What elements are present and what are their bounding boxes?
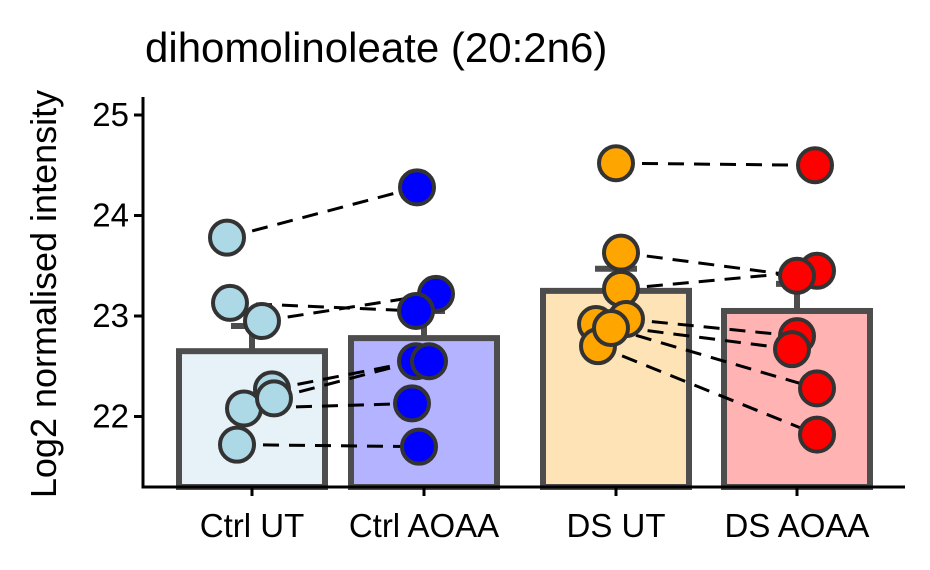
pair-line bbox=[597, 344, 818, 436]
x-tick-label: DS AOAA bbox=[725, 507, 870, 544]
plot-area: 22 23 24 25 Ctrl UT Ctrl AOAA DS UT DS AOAA bbox=[92, 96, 905, 544]
data-point bbox=[796, 146, 834, 185]
pair-line bbox=[226, 185, 418, 240]
y-tick-label: 24 bbox=[92, 197, 129, 234]
data-point bbox=[798, 415, 836, 454]
x-tick-label: DS UT bbox=[567, 507, 666, 544]
data-point bbox=[397, 291, 435, 330]
data-point bbox=[773, 330, 811, 369]
data-point bbox=[602, 233, 640, 272]
pair-line bbox=[625, 317, 798, 338]
data-point bbox=[208, 218, 246, 257]
chart-title: dihomolinoleate (20:2n6) bbox=[145, 24, 607, 71]
pair-line bbox=[261, 292, 437, 323]
data-point bbox=[410, 342, 448, 381]
x-tick-label: Ctrl UT bbox=[200, 507, 304, 544]
data-point bbox=[400, 427, 438, 466]
data-point bbox=[592, 309, 630, 348]
x-tick-label: Ctrl AOAA bbox=[349, 507, 499, 544]
data-point bbox=[398, 168, 436, 207]
data-point bbox=[211, 283, 249, 322]
data-point bbox=[243, 302, 281, 341]
data-point bbox=[597, 144, 635, 183]
y-tick-label: 25 bbox=[92, 96, 129, 133]
bar bbox=[721, 307, 873, 490]
y-tick-label: 22 bbox=[92, 398, 129, 435]
pair-line bbox=[610, 326, 818, 390]
y-axis-label: Log2 normalised intensity bbox=[23, 90, 64, 498]
data-point bbox=[218, 425, 256, 464]
data-point bbox=[255, 379, 293, 418]
pair-line bbox=[615, 161, 816, 167]
data-point bbox=[778, 256, 816, 295]
pair-line bbox=[236, 443, 420, 449]
pair-line bbox=[620, 251, 798, 278]
data-point bbox=[798, 369, 836, 408]
y-tick-label: 23 bbox=[92, 297, 129, 334]
data-point bbox=[393, 384, 431, 423]
